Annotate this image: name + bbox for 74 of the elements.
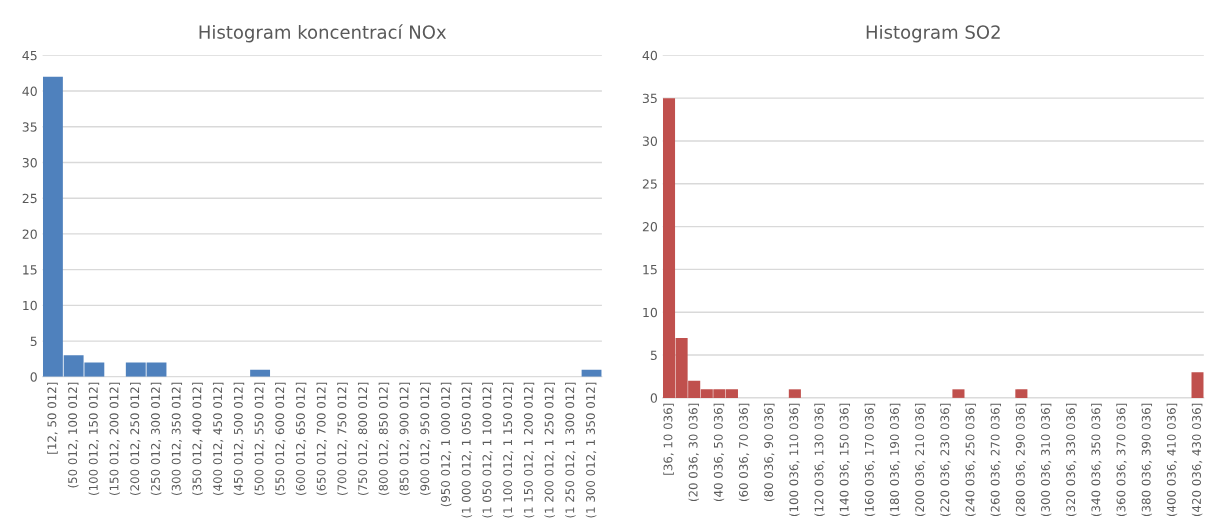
x-tick-label: (420 036, 430 036] xyxy=(1191,403,1203,517)
x-tick-label: (100 012, 150 012] xyxy=(88,382,100,496)
chart-title: Histogram SO2 xyxy=(866,24,1000,43)
x-tick-label: (40 036, 50 036] xyxy=(713,403,725,502)
x-tick-label: (250 012, 300 012] xyxy=(150,382,162,496)
y-tick-label: 25 xyxy=(642,179,657,189)
x-tick-label: (950 012, 1 000 012] xyxy=(440,382,452,507)
x-tick-label: (1 100 012, 1 150 012] xyxy=(502,382,514,518)
x-tick-label: (850 012, 900 012] xyxy=(399,382,410,496)
x-tick-label: (100 036, 110 036] xyxy=(789,403,800,517)
y-tick-label: 5 xyxy=(30,336,37,347)
x-tick-label: (360 036, 370 036] xyxy=(1116,403,1127,517)
x-tick-label: (120 036, 130 036] xyxy=(814,403,825,517)
x-tick-label: (1 300 012, 1 350 012] xyxy=(585,382,597,518)
x-tick-label: (300 036, 310 036] xyxy=(1040,403,1052,517)
x-tick-label: (1 000 012, 1 050 012] xyxy=(461,382,473,518)
bar xyxy=(952,389,965,398)
x-tick-label: [12, 50 012] xyxy=(47,382,58,454)
y-tick-label: 20 xyxy=(642,222,658,232)
y-tick-label: 10 xyxy=(643,307,658,318)
y-tick-label: 0 xyxy=(650,393,658,403)
x-tick-label: (350 012, 400 012] xyxy=(192,382,203,496)
y-tick-label: 40 xyxy=(22,86,37,96)
x-tick-label: (1 050 012, 1 100 012] xyxy=(482,382,493,518)
x-tick-label: (180 036, 190 036] xyxy=(889,403,901,517)
bar xyxy=(1191,372,1204,398)
y-tick-label: 35 xyxy=(22,122,37,132)
x-tick-label: (200 012, 250 012] xyxy=(130,382,141,496)
x-tick-label: (700 012, 750 012] xyxy=(337,382,348,496)
x-tick-label: (900 012, 950 012] xyxy=(420,382,431,496)
x-tick-label: (60 036, 70 036] xyxy=(738,403,750,502)
y-tick-label: 15 xyxy=(23,265,37,275)
x-tick-label: (1 250 012, 1 300 012] xyxy=(565,382,576,518)
x-tick-label: (150 012, 200 012] xyxy=(109,382,120,496)
y-tick-label: 40 xyxy=(642,50,658,61)
x-tick-label: (380 036, 390 036] xyxy=(1141,403,1153,517)
x-tick-label: (50 012, 100 012] xyxy=(67,382,79,488)
x-tick-label: (260 036, 270 036] xyxy=(990,403,1002,517)
x-tick-label: (340 036, 350 036] xyxy=(1091,403,1102,517)
x-tick-label: (160 036, 170 036] xyxy=(864,403,876,517)
x-tick-label: (450 012, 500 012] xyxy=(233,382,245,496)
y-tick-label: 5 xyxy=(650,350,657,360)
x-tick-label: (400 036, 410 036] xyxy=(1166,403,1178,517)
x-tick-label: (1 150 012, 1 200 012] xyxy=(523,382,535,518)
y-tick-label: 20 xyxy=(22,229,37,239)
x-tick-label: (80 036, 90 036] xyxy=(763,403,775,502)
x-tick-label: (800 012, 850 012] xyxy=(378,382,390,496)
y-tick-label: 45 xyxy=(22,50,37,61)
x-tick-label: (400 012, 450 012] xyxy=(212,382,224,496)
bar xyxy=(1015,389,1028,398)
x-tick-label: (500 012, 550 012] xyxy=(254,382,265,496)
x-tick-label: (300 012, 350 012] xyxy=(171,382,183,496)
x-tick-label: (20 036, 30 036] xyxy=(688,403,699,502)
y-tick-label: 35 xyxy=(642,93,657,104)
x-tick-label: (200 036, 210 036] xyxy=(914,403,926,517)
y-tick-label: 25 xyxy=(22,193,37,204)
x-tick-label: (240 036, 250 036] xyxy=(965,403,976,517)
x-tick-label: (650 012, 700 012] xyxy=(316,382,328,496)
x-tick-label: (220 036, 230 036] xyxy=(940,403,951,517)
x-tick-label: (140 036, 150 036] xyxy=(839,403,851,517)
y-tick-label: 0 xyxy=(30,372,37,382)
x-tick-label: (750 012, 800 012] xyxy=(357,382,369,496)
y-tick-label: 15 xyxy=(643,265,657,275)
x-tick-label: (550 012, 600 012] xyxy=(275,382,286,496)
x-tick-label: (1 200 012, 1 250 012] xyxy=(544,382,555,518)
x-tick-label: (600 012, 650 012] xyxy=(295,382,307,496)
x-tick-label: [36, 10 036] xyxy=(663,403,674,475)
y-tick-label: 30 xyxy=(642,136,658,146)
x-tick-label: (280 036, 290 036] xyxy=(1015,403,1027,517)
y-tick-label: 10 xyxy=(23,300,37,311)
bar xyxy=(788,389,801,398)
y-tick-label: 30 xyxy=(22,157,37,168)
x-tick-label: (320 036, 330 036] xyxy=(1065,403,1077,517)
chart-title: Histogram koncentrací NOx xyxy=(199,24,447,43)
